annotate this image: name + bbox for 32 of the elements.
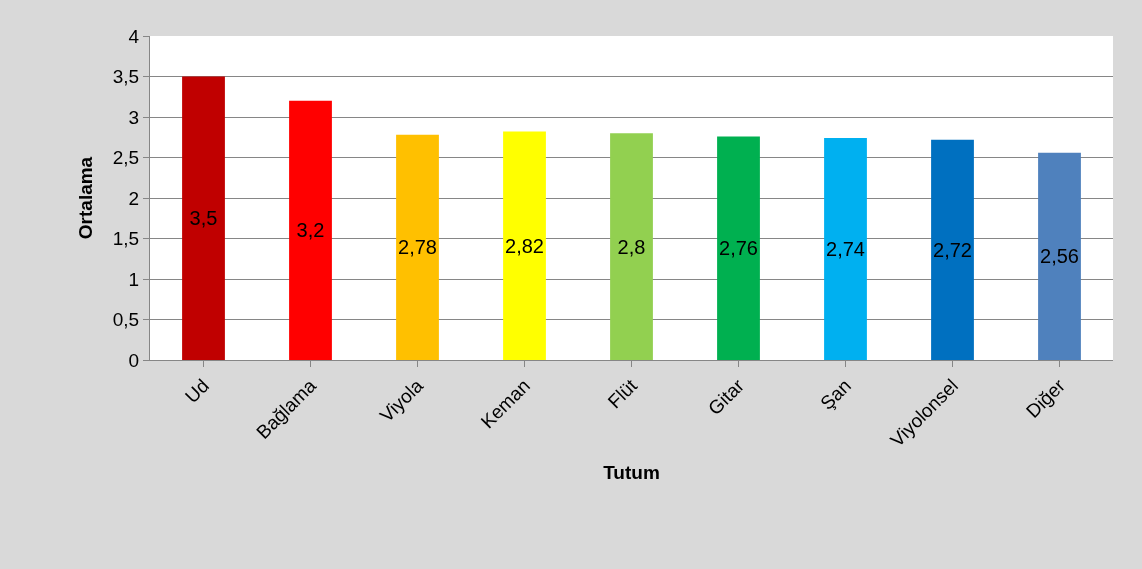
y-tick-label: 2 <box>128 187 140 209</box>
data-label: 2,56 <box>1040 245 1079 268</box>
bar <box>396 134 439 360</box>
y-axis-title: Ortalama <box>74 156 96 240</box>
y-tick-label: 1,5 <box>112 228 140 250</box>
bar <box>289 100 332 360</box>
y-tick-label: 0 <box>128 349 140 371</box>
y-tick-label: 3 <box>128 106 140 128</box>
bar <box>182 76 225 360</box>
y-tick-label: 0,5 <box>112 309 140 331</box>
data-label: 2,82 <box>505 234 544 257</box>
bar <box>1038 152 1081 360</box>
data-label: 3,5 <box>189 207 218 230</box>
data-label: 2,76 <box>719 237 758 260</box>
x-tick-label: Flüt <box>603 374 642 413</box>
bar <box>610 133 653 360</box>
x-axis-title: Tutum <box>603 461 660 483</box>
data-label: 2,8 <box>617 235 646 258</box>
y-tick-label: 3,5 <box>112 66 140 88</box>
bar <box>931 139 974 360</box>
y-tick-label: 2,5 <box>112 147 140 169</box>
x-tick-label: Şan <box>816 375 856 414</box>
bar <box>717 136 760 360</box>
data-label: 2,72 <box>933 238 972 261</box>
x-tick-label: Ud <box>181 375 214 408</box>
bar <box>824 138 867 360</box>
data-label: 2,74 <box>826 238 865 261</box>
data-label: 3,2 <box>296 219 325 242</box>
data-label: 2,78 <box>398 236 437 259</box>
y-tick-label: 1 <box>128 268 140 290</box>
bar <box>503 131 546 360</box>
y-tick-label: 4 <box>128 25 140 47</box>
